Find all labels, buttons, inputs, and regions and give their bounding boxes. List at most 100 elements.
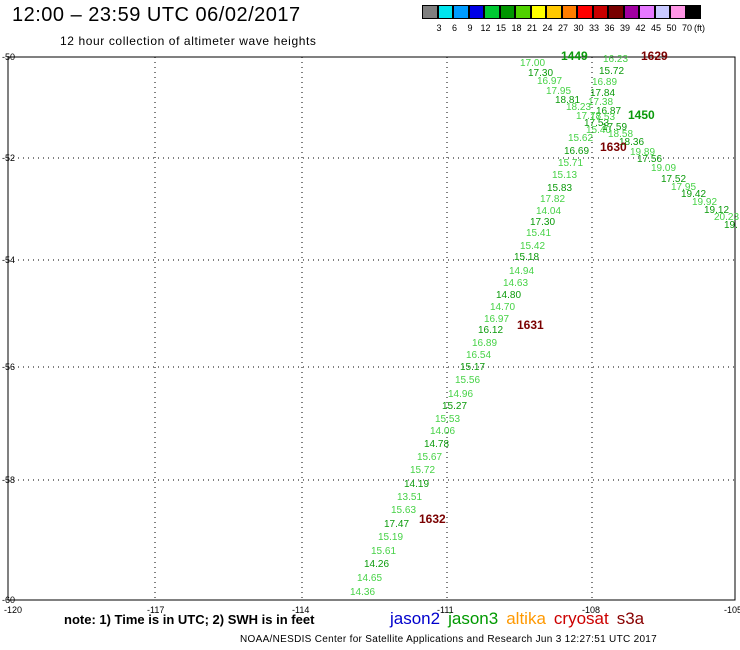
scale-swatch bbox=[623, 5, 639, 19]
swh-value: 17.95 bbox=[671, 182, 696, 193]
time-label: 1450 bbox=[628, 108, 655, 122]
scale-label: 21 bbox=[526, 23, 537, 33]
swh-value: 17.52 bbox=[661, 174, 686, 185]
swh-value: 16.89 bbox=[472, 338, 497, 349]
swh-value: 15.27 bbox=[442, 401, 467, 412]
swh-value: 15.13 bbox=[552, 170, 577, 181]
swh-value: 13.51 bbox=[397, 492, 422, 503]
scale-swatch bbox=[546, 5, 562, 19]
swh-value: 14.65 bbox=[357, 573, 382, 584]
swh-value: 19.89 bbox=[630, 147, 655, 158]
swh-value: 14.36 bbox=[350, 587, 375, 598]
scale-swatch bbox=[577, 5, 593, 19]
satellite-jason3: jason3 bbox=[448, 609, 499, 628]
swh-value: 17.84 bbox=[590, 88, 615, 99]
lon-label: -117 bbox=[147, 605, 164, 615]
swh-value: 14.19 bbox=[404, 479, 429, 490]
scale-label: 30 bbox=[573, 23, 584, 33]
scale-swatch bbox=[639, 5, 655, 19]
time-label: 1631 bbox=[517, 318, 544, 332]
swh-value: 18.81 bbox=[555, 95, 580, 106]
swh-value: 14.26 bbox=[364, 559, 389, 570]
scale-swatch bbox=[654, 5, 670, 19]
lat-label: -54 bbox=[2, 255, 15, 265]
scale-label: 36 bbox=[604, 23, 615, 33]
swh-value: 15.62 bbox=[568, 133, 593, 144]
scale-label: 15 bbox=[495, 23, 506, 33]
swh-value: 19. bbox=[724, 220, 738, 231]
swh-value: 14.04 bbox=[536, 206, 561, 217]
satellite-cryosat: cryosat bbox=[553, 609, 609, 628]
swh-value: 17.78 bbox=[576, 111, 601, 122]
swh-value: 15.72 bbox=[410, 465, 435, 476]
swh-value: 15.41 bbox=[526, 228, 551, 239]
lat-label: -52 bbox=[2, 153, 15, 163]
lon-label: -105 bbox=[724, 605, 740, 615]
time-label: 1630 bbox=[600, 140, 627, 154]
swh-value: 15.19 bbox=[378, 532, 403, 543]
swh-value: 18.58 bbox=[608, 129, 633, 140]
scale-swatch bbox=[468, 5, 484, 19]
swh-value: 18.23 bbox=[566, 102, 591, 113]
lon-label: -114 bbox=[292, 605, 309, 615]
swh-value: 17.47 bbox=[384, 519, 409, 530]
swh-value: 17.59 bbox=[602, 122, 627, 133]
scale-swatch bbox=[453, 5, 469, 19]
swh-value: 16.69 bbox=[564, 146, 589, 157]
scale-label: 24 bbox=[542, 23, 553, 33]
swh-value: 16.97 bbox=[537, 76, 562, 87]
swh-value: 15.61 bbox=[371, 546, 396, 557]
lon-label: -120 bbox=[4, 605, 22, 615]
swh-value: 14.80 bbox=[496, 290, 521, 301]
scale-label: 45 bbox=[650, 23, 661, 33]
swh-value: 14.63 bbox=[503, 278, 528, 289]
swh-value: 15.18 bbox=[514, 252, 539, 263]
lat-label: -56 bbox=[2, 362, 15, 372]
swh-value: 20.23 bbox=[714, 212, 739, 223]
scale-swatch bbox=[592, 5, 608, 19]
swh-value: 17.00 bbox=[520, 58, 545, 69]
page-subtitle: 12 hour collection of altimeter wave hei… bbox=[60, 34, 317, 48]
swh-value: 14.94 bbox=[509, 266, 534, 277]
swh-value: 15.72 bbox=[599, 66, 624, 77]
scale-swatch bbox=[515, 5, 531, 19]
scale-swatch bbox=[561, 5, 577, 19]
swh-value: 16.54 bbox=[466, 350, 491, 361]
satellite-jason2: jason2 bbox=[390, 609, 441, 628]
swh-value: 14.78 bbox=[424, 439, 449, 450]
satellite-s3a: s3a bbox=[616, 609, 645, 628]
swh-value: 16.87 bbox=[596, 106, 621, 117]
credit-line: NOAA/NESDIS Center for Satellite Applica… bbox=[240, 634, 658, 645]
page-title: 12:00 – 23:59 UTC 06/02/2017 bbox=[12, 4, 301, 26]
scale-label: 3 bbox=[436, 23, 442, 33]
swh-value: 15.63 bbox=[391, 505, 416, 516]
swh-value: 17.30 bbox=[528, 68, 553, 79]
swh-value: 19.92 bbox=[692, 197, 717, 208]
scale-swatch bbox=[530, 5, 546, 19]
scale-swatch bbox=[608, 5, 624, 19]
scale-swatch bbox=[484, 5, 500, 19]
map-frame bbox=[7, 56, 736, 601]
swh-value: 16.89 bbox=[592, 77, 617, 88]
satellite-altika: altika bbox=[506, 609, 546, 628]
lat-label: -60 bbox=[2, 595, 15, 605]
swh-value: 15.53 bbox=[435, 414, 460, 425]
scale-label: 42 bbox=[635, 23, 646, 33]
swh-value: 16.23 bbox=[603, 54, 628, 65]
lat-label: -50 bbox=[2, 52, 15, 62]
swh-value: 17.82 bbox=[540, 194, 565, 205]
swh-value: 15.71 bbox=[558, 158, 583, 169]
scale-label: 12 bbox=[480, 23, 491, 33]
scale-swatch bbox=[422, 5, 438, 19]
swh-value: 19.12 bbox=[704, 205, 729, 216]
scale-label: 39 bbox=[619, 23, 630, 33]
swh-value: 16.97 bbox=[484, 314, 509, 325]
swh-value: 15.40 bbox=[586, 125, 611, 136]
scale-label: 27 bbox=[557, 23, 568, 33]
axis-labels: -50 -52 -54 -56 -58 -60-120 -117 -114 -111 -108 -1… bbox=[2, 52, 740, 615]
time-label: 1449 bbox=[561, 49, 588, 63]
swh-value: 15.17 bbox=[460, 362, 485, 373]
scale-label: 70 bbox=[681, 23, 692, 33]
swh-value: 18.36 bbox=[619, 137, 644, 148]
